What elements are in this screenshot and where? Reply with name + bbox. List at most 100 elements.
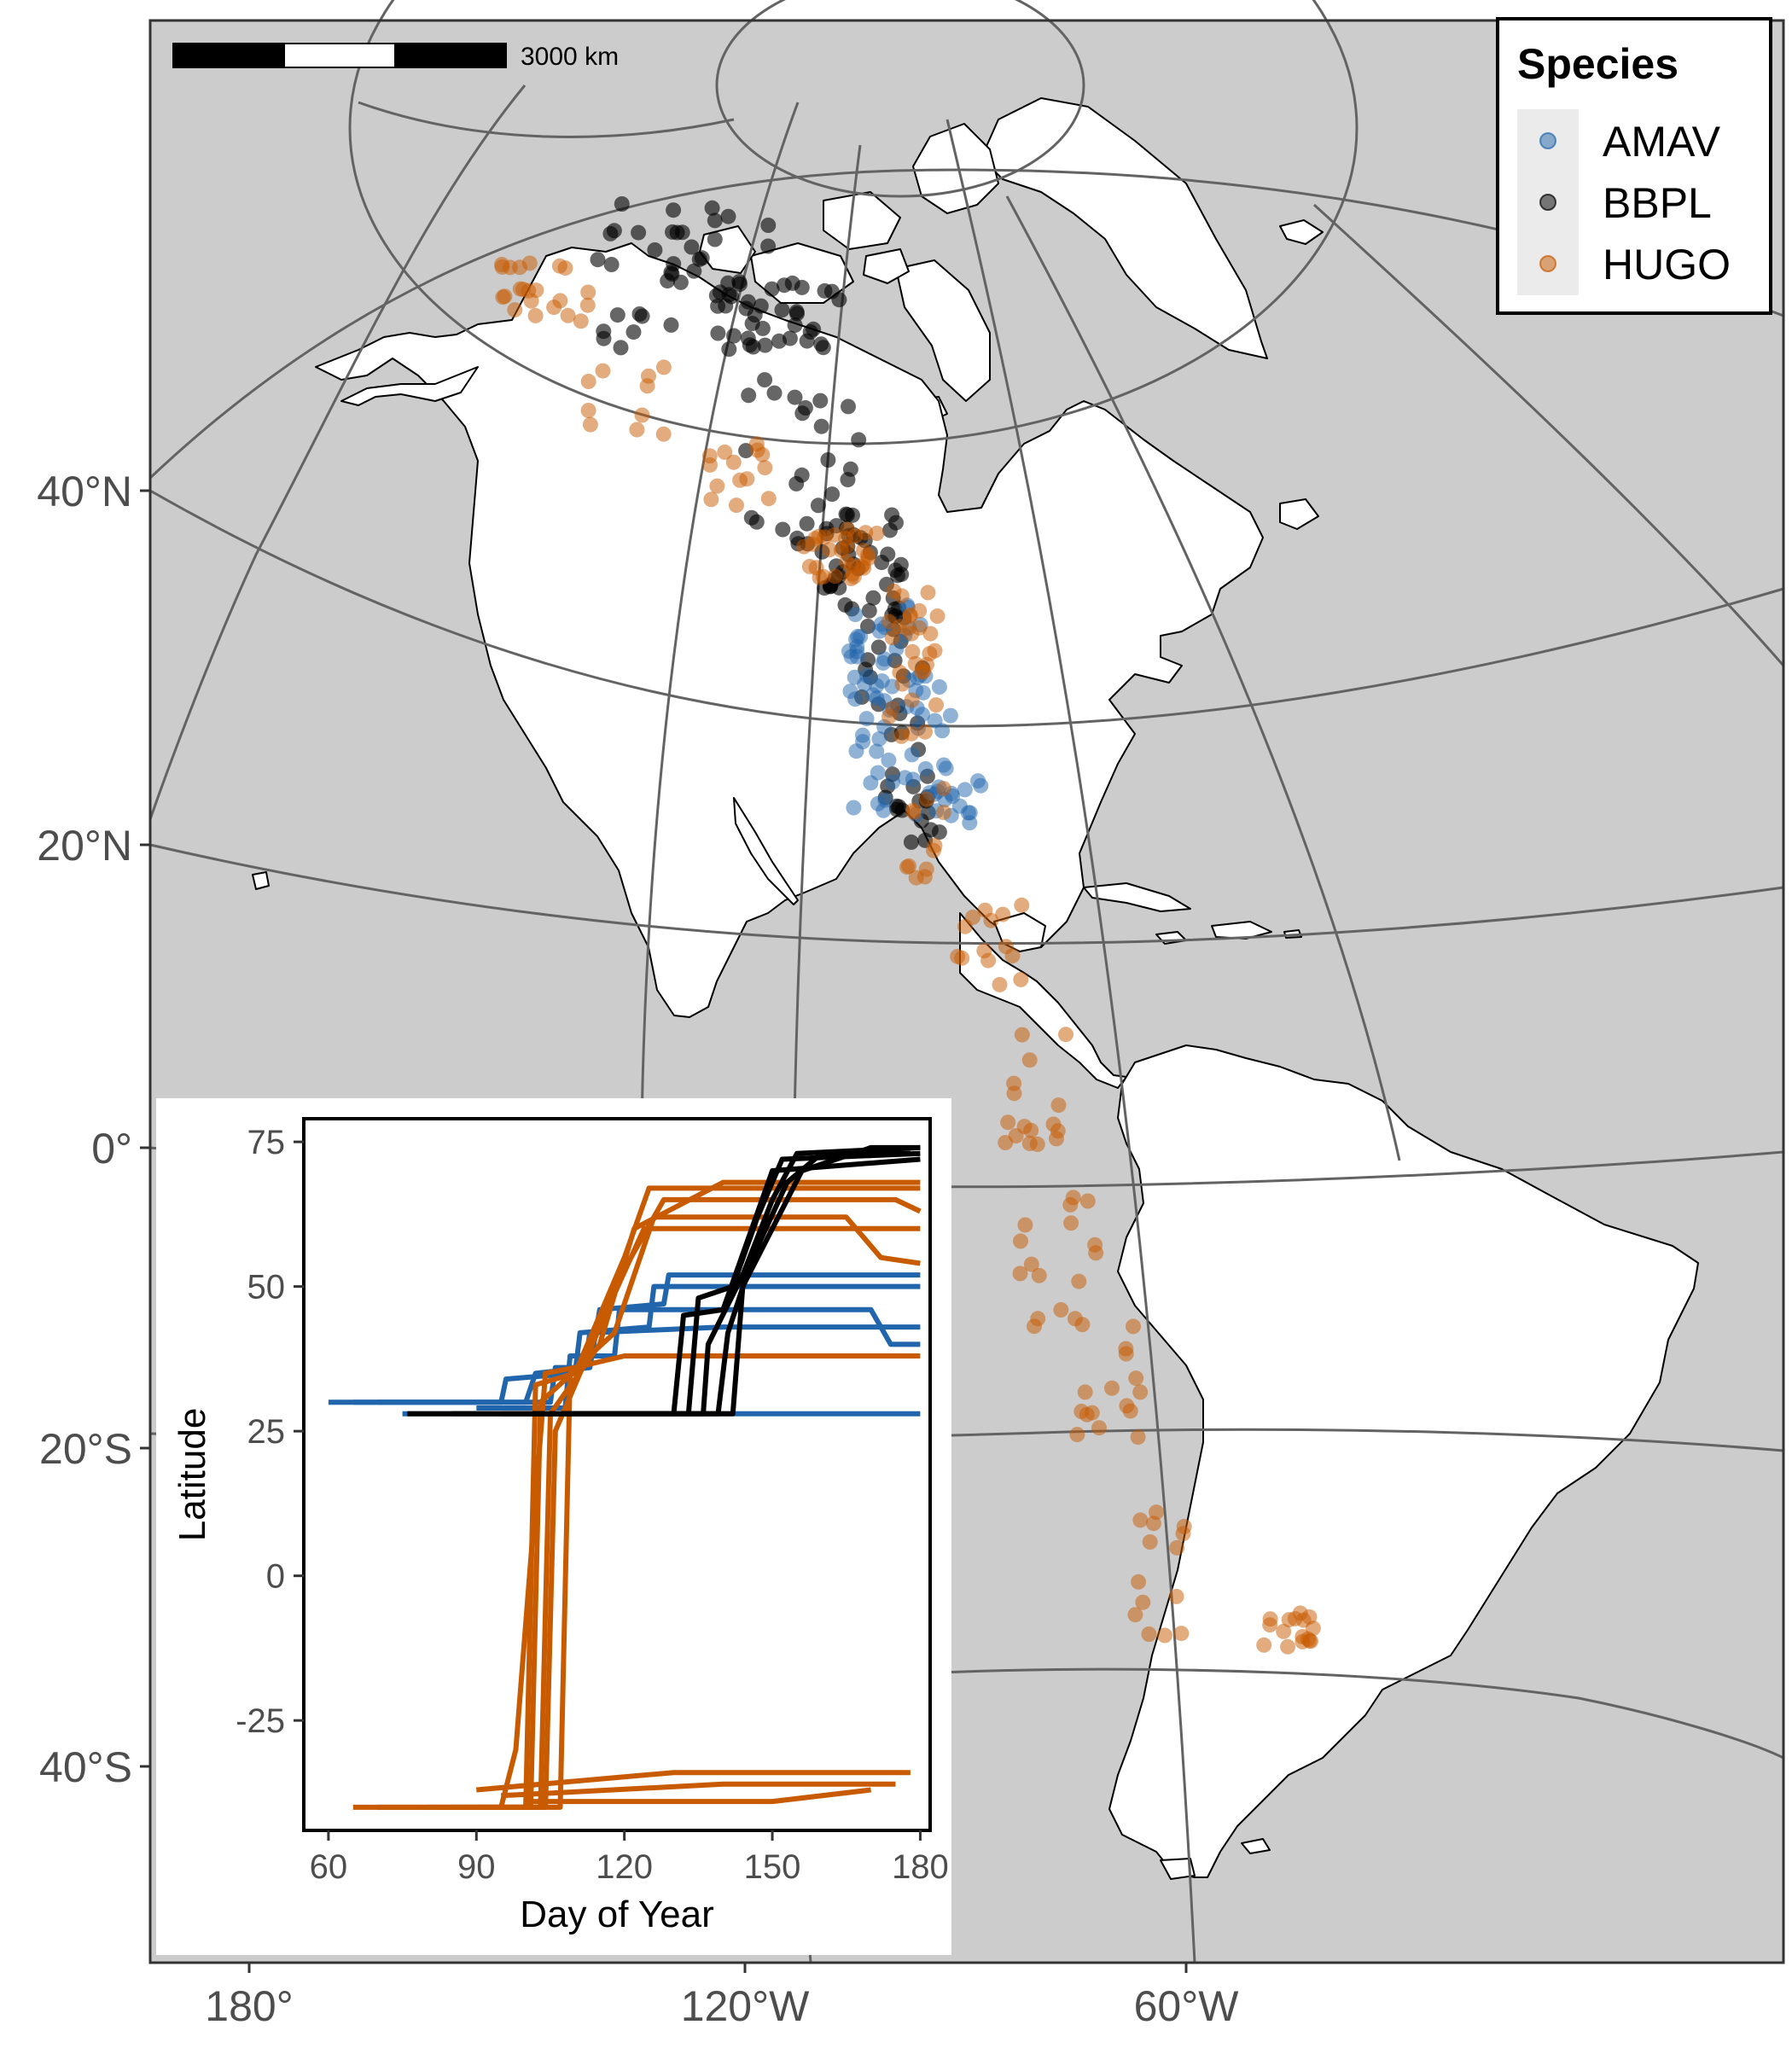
track-line-hugo — [476, 1214, 921, 1810]
occurrence-point — [1276, 1623, 1292, 1639]
occurrence-point — [980, 952, 997, 969]
occurrence-point — [740, 294, 756, 310]
occurrence-point — [1169, 1539, 1185, 1556]
occurrence-point — [903, 834, 919, 850]
occurrence-point — [1023, 1256, 1039, 1272]
occurrence-point — [582, 416, 598, 433]
occurrence-point — [926, 842, 941, 858]
occurrence-point — [580, 284, 596, 300]
occurrence-point — [893, 728, 910, 744]
occurrence-point — [1091, 1420, 1107, 1436]
occurrence-point — [929, 608, 945, 624]
lon-tick-label: 180° — [205, 1982, 293, 2030]
occurrence-point — [512, 281, 528, 297]
occurrence-point — [817, 282, 833, 299]
occurrence-point — [546, 300, 562, 316]
occurrence-point — [787, 389, 803, 405]
track-line-bbpl — [574, 1144, 921, 1417]
occurrence-point — [841, 399, 856, 415]
inset-chart: 60 90 120 150 180 75 50 25 0 -25 Day of Year Lati… — [156, 1098, 951, 1955]
occurrence-point — [760, 238, 777, 254]
occurrence-point — [884, 507, 900, 523]
occurrence-point — [1049, 1131, 1064, 1147]
occurrence-point — [764, 281, 780, 297]
occurrence-point — [995, 906, 1011, 922]
lat-tick-label: 40°S — [39, 1743, 132, 1791]
inset-y-tick-label: -25 — [236, 1702, 285, 1740]
inset-x-tick-label: 90 — [457, 1848, 496, 1886]
occurrence-point — [1074, 1317, 1091, 1333]
occurrence-point — [625, 324, 642, 340]
occurrence-point — [766, 385, 783, 401]
occurrence-point — [869, 526, 885, 541]
lat-tick-label: 0° — [91, 1125, 132, 1172]
occurrence-point — [527, 307, 544, 323]
inset-y-tick-label: 75 — [247, 1124, 286, 1161]
occurrence-point — [720, 275, 736, 291]
occurrence-point — [1073, 1404, 1090, 1419]
occurrence-point — [666, 202, 682, 218]
occurrence-point — [704, 200, 720, 216]
occurrence-point — [1012, 1265, 1028, 1282]
occurrence-point — [631, 224, 647, 241]
occurrence-point — [629, 422, 645, 438]
occurrence-point — [815, 340, 831, 356]
arctic-islands-center — [823, 191, 901, 250]
occurrence-point — [1131, 1574, 1147, 1590]
occurrence-points — [494, 196, 1321, 1655]
baja-california — [733, 797, 799, 905]
occurrence-point — [721, 341, 737, 358]
falkland-islands — [1241, 1838, 1271, 1854]
occurrence-point — [855, 543, 871, 559]
occurrence-point — [1063, 1215, 1079, 1231]
occurrence-point — [927, 713, 943, 729]
occurrence-point — [507, 302, 523, 318]
occurrence-point — [1071, 1273, 1087, 1289]
inset-y-tick-label: 50 — [247, 1269, 286, 1306]
occurrence-point — [845, 507, 860, 523]
inset-x-tick-label: 180 — [892, 1848, 949, 1886]
occurrence-point — [1141, 1626, 1157, 1642]
occurrence-point — [707, 212, 723, 229]
legend-label-hugo: HUGO — [1603, 241, 1731, 288]
occurrence-point — [573, 313, 589, 329]
scale-bar-segment-2 — [283, 43, 396, 68]
occurrence-point — [725, 454, 742, 470]
occurrence-point — [710, 325, 726, 341]
occurrence-point — [847, 691, 864, 707]
occurrence-point — [936, 757, 951, 773]
occurrence-point — [523, 293, 539, 309]
occurrence-point — [840, 472, 856, 488]
occurrence-point — [893, 567, 910, 583]
occurrence-point — [808, 560, 824, 576]
occurrence-point — [891, 799, 907, 815]
baffin-island — [895, 259, 991, 402]
occurrence-point — [748, 436, 765, 452]
occurrence-point — [580, 374, 596, 389]
track-line-hugo — [501, 1781, 896, 1799]
occurrence-point — [1079, 1193, 1096, 1209]
occurrence-point — [495, 289, 511, 305]
occurrence-point — [1176, 1518, 1192, 1534]
occurrence-point — [820, 452, 836, 468]
occurrence-point — [787, 317, 803, 334]
occurrence-point — [827, 568, 843, 585]
occurrence-point — [1023, 1122, 1039, 1138]
occurrence-point — [1256, 1637, 1272, 1653]
occurrence-point — [1127, 1607, 1143, 1623]
occurrence-point — [782, 330, 798, 346]
occurrence-point — [869, 743, 885, 759]
occurrence-point — [1058, 1027, 1073, 1043]
occurrence-point — [942, 707, 958, 724]
occurrence-point — [760, 491, 777, 507]
svalbard-like-island — [1279, 219, 1324, 245]
occurrence-point — [631, 306, 648, 322]
occurrence-point — [613, 340, 629, 356]
occurrence-point — [655, 426, 672, 442]
occurrence-point — [1021, 1136, 1038, 1151]
occurrence-point — [774, 302, 790, 318]
occurrence-point — [560, 307, 576, 323]
occurrence-point — [718, 298, 734, 314]
occurrence-point — [817, 529, 833, 545]
